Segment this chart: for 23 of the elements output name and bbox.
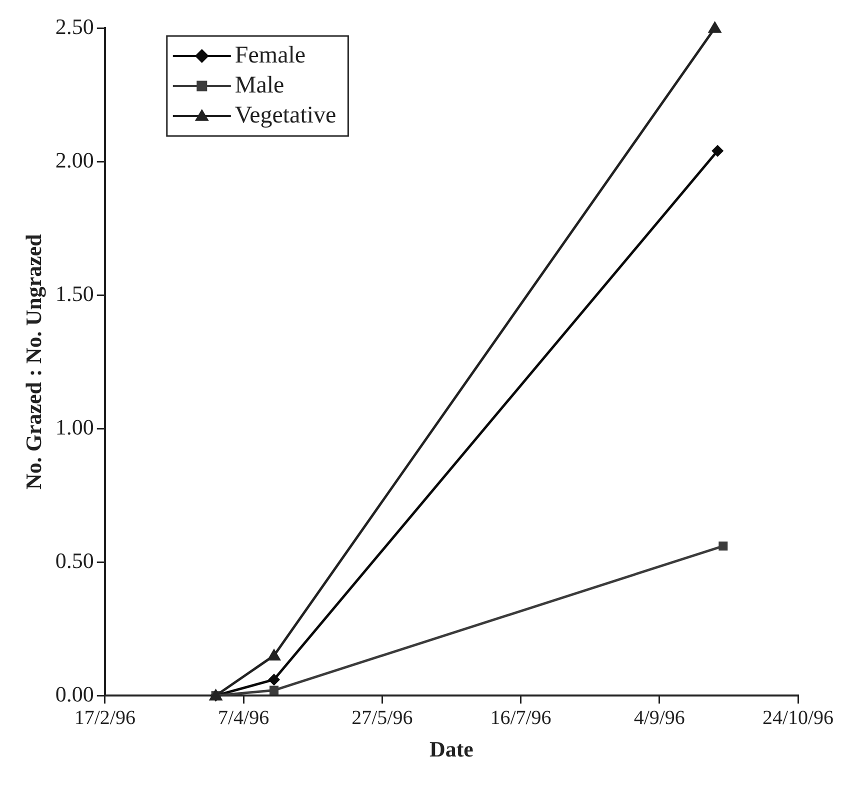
x-tick-label: 7/4/96 — [218, 706, 270, 729]
y-axis-title: No. Grazed : No. Ungrazed — [20, 234, 46, 490]
y-tick-label: 2.50 — [55, 14, 94, 39]
legend-label: Vegetative — [234, 102, 336, 128]
x-tick-label: 4/9/96 — [634, 706, 685, 729]
point — [268, 674, 280, 686]
legend-label: Female — [234, 42, 306, 68]
point — [718, 542, 728, 551]
x-axis-title: Date — [429, 736, 474, 762]
x-tick-label: 27/5/96 — [352, 706, 413, 729]
point — [708, 21, 722, 33]
y-tick-label: 0.00 — [55, 681, 94, 706]
point — [712, 144, 724, 157]
x-tick-label: 17/2/96 — [74, 706, 136, 729]
y-tick-label: 1.50 — [55, 280, 94, 306]
x-tick-label: 24/10/96 — [762, 706, 834, 729]
y-tick-label: 2.00 — [55, 147, 94, 172]
y-tick-label: 0.50 — [55, 548, 94, 573]
point — [270, 686, 279, 695]
y-tick-label: 1.00 — [55, 414, 94, 440]
point — [267, 648, 282, 660]
x-tick-label: 16/7/96 — [490, 706, 552, 729]
legend-label: Male — [234, 72, 284, 98]
